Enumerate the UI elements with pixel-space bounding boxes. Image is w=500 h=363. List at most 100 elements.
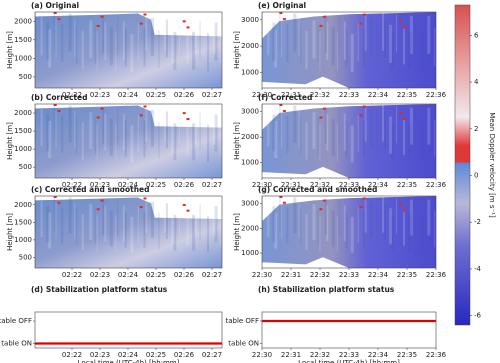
heatmap-streak: [102, 198, 105, 235]
heatmap-streak: [76, 208, 78, 245]
heatmap-streak: [150, 201, 154, 238]
heatmap-speck: [143, 105, 147, 108]
heatmap-field: [262, 196, 436, 268]
heatmap-streak: [305, 214, 308, 250]
heatmap-streak: [40, 201, 43, 238]
heatmap-streak: [383, 111, 386, 149]
heatmap-streak: [173, 31, 177, 70]
heatmap-streak: [369, 109, 373, 147]
heatmap-streak: [324, 15, 327, 54]
heatmap-streak: [409, 199, 413, 236]
panel-title: (h) Stabilization platform status: [258, 285, 395, 294]
heatmap-speck: [139, 22, 143, 25]
x-tick-label: 22:30: [252, 271, 272, 279]
heatmap-streak: [115, 123, 117, 161]
panel-title: (f) Corrected: [258, 93, 312, 102]
heatmap-streak: [94, 117, 96, 155]
heatmap-streak: [286, 115, 289, 153]
heatmap-streak: [274, 212, 278, 249]
heatmap-speck: [186, 118, 190, 121]
heatmap-streak: [61, 207, 64, 244]
heatmap-streak: [326, 113, 329, 151]
heatmap-streak: [326, 205, 329, 242]
heatmap-speck: [362, 197, 366, 200]
y-tick-label: 2000: [241, 42, 259, 50]
heatmap-streak: [53, 104, 55, 141]
y-tick-label: 2000: [14, 201, 32, 209]
x-tick-label: 22:36: [426, 91, 447, 99]
heatmap-streak: [415, 112, 417, 150]
heatmap-streak: [324, 198, 327, 235]
heatmap-streak: [46, 114, 50, 152]
heatmap-streak: [312, 112, 316, 150]
heatmap-speck: [53, 196, 57, 198]
heatmap-streak: [220, 119, 222, 157]
heatmap-streak: [150, 109, 154, 147]
heatmap-streak: [150, 18, 154, 57]
heatmap-streak: [178, 14, 180, 53]
heatmap-field: [35, 13, 222, 88]
heatmap-streak: [422, 124, 425, 162]
heatmap-streak: [300, 208, 302, 245]
heatmap-streak: [192, 31, 196, 70]
heatmap-streak: [81, 122, 84, 160]
x-tick-label: 02:23: [90, 271, 110, 279]
heatmap-streak: [402, 118, 405, 156]
heatmap-streak: [192, 214, 196, 251]
heatmap-streak: [274, 29, 278, 68]
heatmap-speck: [143, 197, 147, 200]
heatmap-speck: [279, 104, 283, 106]
heatmap-speck: [359, 114, 363, 117]
heatmap-streak: [192, 123, 196, 161]
heatmap-streak: [137, 23, 139, 62]
heatmap-speck: [282, 18, 286, 21]
x-tick-label: 22:33: [339, 271, 359, 279]
heatmap-streak: [362, 211, 365, 248]
y-tick-label: table OFF: [225, 317, 259, 325]
heatmap-streak: [130, 34, 134, 73]
x-tick-label: 22:33: [339, 351, 359, 359]
heatmap-streak: [298, 202, 300, 239]
x-tick-label: 02:22: [62, 91, 82, 99]
heatmap-streak: [214, 206, 218, 243]
x-tick-label: 22:32: [310, 181, 330, 189]
x-tick-label: 22:30: [252, 91, 272, 99]
y-tick-label: 2000: [241, 133, 259, 141]
heatmap-streak: [143, 28, 146, 67]
heatmap-streak: [178, 106, 180, 144]
heatmap-streak: [345, 211, 348, 248]
heatmap-streak: [427, 15, 431, 54]
heatmap-streak: [422, 216, 425, 253]
heatmap-streak: [124, 28, 127, 67]
heatmap-streak: [300, 25, 302, 64]
heatmap-streak: [317, 208, 319, 245]
heatmap-streak: [390, 214, 394, 251]
x-tick-label: 22:31: [281, 91, 301, 99]
heatmap-streak: [300, 117, 302, 155]
heatmap-speck: [143, 13, 147, 16]
colorbar-tick-label: 0: [474, 172, 478, 180]
heatmap-streak: [317, 117, 319, 155]
heatmap-streak: [94, 208, 96, 245]
heatmap-streak: [122, 21, 125, 60]
heatmap-streak: [357, 23, 359, 62]
y-tick-label: 1500: [14, 127, 32, 135]
x-tick-label: 22:35: [397, 91, 417, 99]
heatmap-streak: [357, 206, 359, 243]
heatmap-streak: [389, 24, 393, 63]
heatmap-speck: [399, 20, 403, 23]
heatmap-streak: [48, 121, 52, 159]
heatmap-streak: [408, 214, 412, 251]
heatmap-streak: [434, 211, 436, 248]
heatmap-streak: [124, 211, 127, 248]
y-tick-label: 3000: [241, 16, 259, 24]
heatmap-streak: [96, 215, 98, 252]
heatmap-streak: [390, 123, 394, 161]
y-tick-label: 1000: [241, 249, 259, 257]
heatmap-streak: [338, 16, 340, 55]
heatmap-streak: [434, 119, 436, 157]
x-tick-label: 02:24: [118, 271, 139, 279]
heatmap-speck: [402, 26, 406, 29]
heatmap-field: [35, 197, 222, 268]
x-tick-label: 22:34: [368, 181, 389, 189]
